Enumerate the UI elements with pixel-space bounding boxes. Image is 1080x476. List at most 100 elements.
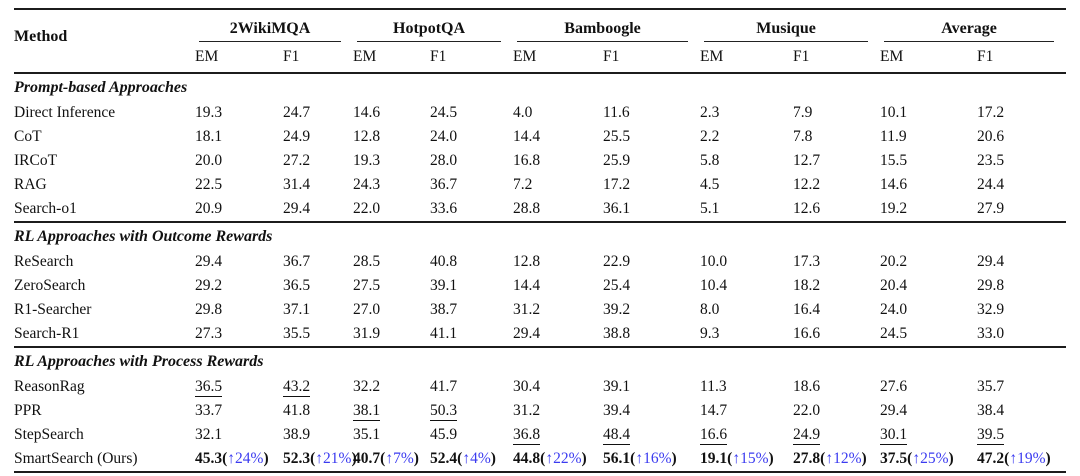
value-text: 33.0 (977, 325, 1005, 342)
value-text: 45.3( (195, 450, 228, 467)
section-title: Prompt-based Approaches (14, 78, 188, 96)
value-text: 36.1 (603, 200, 631, 217)
metric-header-row: EM F1 EM F1 EM F1 EM F1 EM F1 (14, 42, 1067, 74)
group-label: HotpotQA (357, 10, 502, 42)
value-text: 28.5 (353, 253, 381, 270)
value-text: 41.7 (430, 378, 458, 395)
value-cell: 36.1 (603, 197, 700, 222)
table-row: CoT 18.1 24.9 12.8 24.0 14.4 25.5 2.2 7.8 11.9 20.… (14, 125, 1066, 149)
value-text: 32.2 (353, 378, 381, 395)
value-cell: 30.1 (880, 423, 977, 447)
value-cell: 9.3 (700, 322, 793, 347)
value-text: 29.8 (977, 277, 1005, 294)
value-text: 27.3 (195, 325, 223, 342)
value-text: 27.0 (353, 301, 381, 318)
value-cell: 17.2 (977, 101, 1066, 125)
value-text: 11.3 (700, 378, 727, 395)
value-text: 19.3 (353, 152, 381, 169)
value-text-second-best: 16.6 (700, 426, 728, 445)
value-text: 12.7 (793, 152, 821, 169)
value-cell: 41.8 (283, 399, 353, 423)
value-cell: 14.7 (700, 399, 793, 423)
value-cell: 40.7(↑7%) (353, 447, 430, 472)
value-cell: 24.4 (977, 173, 1066, 197)
value-text: 9.3 (700, 325, 720, 342)
value-cell: 12.8 (353, 125, 430, 149)
gain-badge: ↑16% (635, 450, 672, 467)
value-cell: 36.8 (513, 423, 603, 447)
value-cell: 38.4 (977, 399, 1066, 423)
method-cell: Search-R1 (14, 325, 80, 342)
value-cell: 52.3(↑21%) (283, 447, 357, 472)
value-text: 29.2 (195, 277, 223, 294)
value-cell: 40.8 (430, 250, 513, 274)
value-cell: 27.8(↑12%) (793, 447, 880, 472)
value-text-second-best: 24.9 (793, 426, 821, 445)
value-text: 33.7 (195, 402, 223, 419)
value-cell: 20.2 (880, 250, 977, 274)
value-cell: 35.7 (977, 375, 1066, 399)
value-text: 16.4 (793, 301, 821, 318)
table-row: StepSearch 32.1 38.9 35.1 45.9 36.8 48.4 16.6 24… (14, 423, 1066, 447)
value-text: 27.5 (353, 277, 381, 294)
value-cell: 35.1 (353, 423, 430, 447)
value-text: 24.5 (430, 104, 458, 121)
value-cell: 2.2 (700, 125, 793, 149)
value-text: 31.4 (283, 176, 311, 193)
value-text: 10.4 (700, 277, 728, 294)
value-text: 39.2 (603, 301, 631, 318)
value-cell: 38.8 (603, 322, 700, 347)
value-text: 14.6 (353, 104, 381, 121)
value-cell: 45.9 (430, 423, 513, 447)
value-cell: 39.2 (603, 298, 700, 322)
table-row: SmartSearch (Ours) 45.3(↑24%) 52.3(↑21%) 40… (14, 447, 1066, 472)
value-cell: 27.2 (283, 149, 353, 173)
value-cell: 10.1 (880, 101, 977, 125)
value-text: 20.0 (195, 152, 223, 169)
gain-badge: ↑21% (315, 450, 352, 467)
method-cell: ReasonRag (14, 378, 85, 395)
value-cell: 18.6 (793, 375, 880, 399)
value-text: 20.6 (977, 128, 1005, 145)
value-cell: 25.5 (603, 125, 700, 149)
value-text: 31.2 (513, 301, 541, 318)
value-cell: 37.1 (283, 298, 353, 322)
value-cell: 36.7 (283, 250, 353, 274)
value-text: 18.6 (793, 378, 821, 395)
value-text: 14.7 (700, 402, 728, 419)
metric-header-f1: F1 (603, 42, 701, 74)
value-cell: 24.0 (880, 298, 977, 322)
value-cell: 25.9 (603, 149, 700, 173)
value-cell: 45.3(↑24%) (195, 447, 283, 472)
value-text: 56.1( (603, 450, 636, 467)
section-header-row: Prompt-based Approaches (14, 73, 1066, 101)
method-cell: CoT (14, 128, 42, 145)
value-cell: 24.5 (430, 101, 513, 125)
value-cell: 29.4 (283, 197, 353, 222)
gain-badge: ↑4% (462, 450, 491, 467)
value-cell: 28.0 (430, 149, 513, 173)
value-text: 19.1( (700, 450, 733, 467)
table-row: Search-R1 27.3 35.5 31.9 41.1 29.4 38.8 9.3 16.6… (14, 322, 1066, 347)
value-text: 14.4 (513, 128, 541, 145)
value-text: 20.4 (880, 277, 908, 294)
metric-header-f1: F1 (793, 42, 881, 74)
value-cell: 16.6 (700, 423, 793, 447)
metric-header-em: EM (880, 42, 978, 74)
value-cell: 36.5 (283, 274, 353, 298)
value-text: 11.6 (603, 104, 630, 121)
value-text: ) (413, 450, 419, 467)
value-cell: 5.1 (700, 197, 793, 222)
value-cell: 14.6 (353, 101, 430, 125)
value-cell: 14.4 (513, 274, 603, 298)
value-text: 4.0 (513, 104, 533, 121)
value-text: 27.6 (880, 378, 908, 395)
value-text: 41.1 (430, 325, 458, 342)
value-text: 17.3 (793, 253, 821, 270)
value-cell: 39.1 (430, 274, 513, 298)
value-cell: 11.3 (700, 375, 793, 399)
value-text: 20.2 (880, 253, 908, 270)
value-text: 40.7( (353, 450, 386, 467)
group-label: Musique (704, 10, 869, 42)
value-cell: 29.2 (195, 274, 283, 298)
